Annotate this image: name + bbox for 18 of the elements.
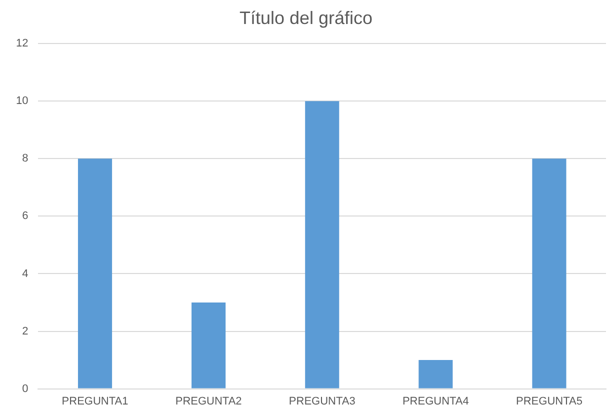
y-tick-label: 6 <box>22 210 28 222</box>
y-tick-label: 4 <box>22 268 28 280</box>
bar <box>532 158 566 388</box>
x-tick-label: PREGUNTA3 <box>288 395 356 408</box>
bar <box>418 360 453 388</box>
y-tick-label: 10 <box>16 95 28 108</box>
x-tick-label: PREGUNTA4 <box>402 395 469 408</box>
y-tick-label: 12 <box>16 38 28 50</box>
bar <box>305 101 340 388</box>
chart-title: Título del gráfico <box>239 8 373 28</box>
x-tick-label: PREGUNTA2 <box>175 395 242 408</box>
y-tick-label: 2 <box>22 325 28 338</box>
bar <box>78 158 112 388</box>
x-tick-label: PREGUNTA1 <box>62 395 128 408</box>
bar <box>192 302 226 388</box>
x-tick-label: PREGUNTA5 <box>516 395 582 408</box>
y-tick-label: 8 <box>22 152 28 165</box>
y-tick-label: 0 <box>22 382 28 395</box>
